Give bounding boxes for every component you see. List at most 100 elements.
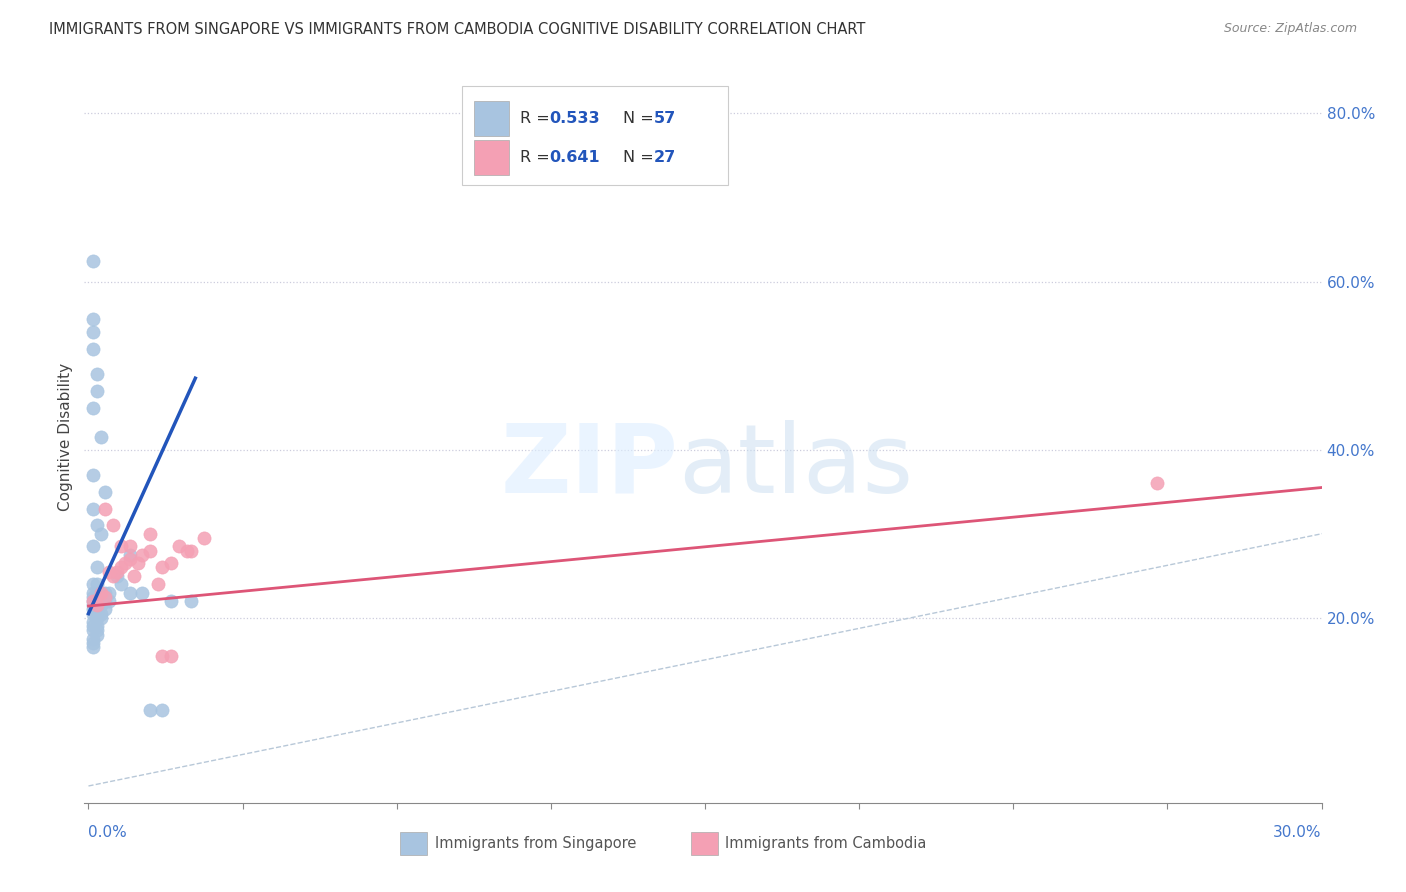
Point xyxy=(94,585,117,599)
Text: ZIP: ZIP xyxy=(501,420,678,513)
Text: 0.0%: 0.0% xyxy=(89,825,127,839)
Point xyxy=(114,556,136,570)
Y-axis label: Cognitive Disability: Cognitive Disability xyxy=(58,363,73,511)
Point xyxy=(90,585,112,599)
Point xyxy=(82,401,104,415)
Text: Immigrants from Cambodia: Immigrants from Cambodia xyxy=(725,836,927,851)
Point xyxy=(139,703,162,717)
Point xyxy=(94,501,117,516)
Point xyxy=(82,624,104,638)
Point xyxy=(82,577,104,591)
Point xyxy=(86,518,108,533)
Point xyxy=(127,556,149,570)
Point xyxy=(86,594,108,608)
Point xyxy=(152,703,174,717)
Point xyxy=(122,569,145,583)
Text: 30.0%: 30.0% xyxy=(1274,825,1322,839)
Point xyxy=(82,540,104,554)
Point xyxy=(82,632,104,646)
Point xyxy=(110,540,132,554)
Point xyxy=(94,602,117,616)
Point xyxy=(105,565,128,579)
Point xyxy=(86,585,108,599)
Point xyxy=(180,543,202,558)
Text: Source: ZipAtlas.com: Source: ZipAtlas.com xyxy=(1223,22,1357,36)
Point xyxy=(118,552,141,566)
Point xyxy=(167,540,190,554)
Point xyxy=(82,594,104,608)
Point xyxy=(82,325,104,339)
Point xyxy=(90,611,112,625)
Point xyxy=(86,599,108,613)
Point xyxy=(86,624,108,638)
Text: atlas: atlas xyxy=(678,420,914,513)
Point xyxy=(131,585,153,599)
Point xyxy=(90,607,112,621)
Point xyxy=(148,577,170,591)
Point xyxy=(82,619,104,633)
Point xyxy=(98,565,121,579)
Point xyxy=(105,569,128,583)
Text: Immigrants from Singapore: Immigrants from Singapore xyxy=(434,836,636,851)
Point xyxy=(86,619,108,633)
Point xyxy=(193,531,215,545)
Point xyxy=(90,590,112,604)
Point xyxy=(86,602,108,616)
Text: N =: N = xyxy=(623,111,658,126)
Point xyxy=(86,611,108,625)
Point xyxy=(101,518,124,533)
Bar xyxy=(474,140,509,175)
Point xyxy=(180,594,202,608)
Point xyxy=(159,648,181,663)
Point xyxy=(82,594,104,608)
Point xyxy=(152,648,174,663)
Point xyxy=(82,615,104,629)
Bar xyxy=(474,101,509,136)
Point xyxy=(82,599,104,613)
Text: IMMIGRANTS FROM SINGAPORE VS IMMIGRANTS FROM CAMBODIA COGNITIVE DISABILITY CORRE: IMMIGRANTS FROM SINGAPORE VS IMMIGRANTS … xyxy=(49,22,866,37)
Point xyxy=(90,526,112,541)
Point xyxy=(90,585,112,599)
Text: N =: N = xyxy=(623,150,658,165)
Point xyxy=(90,430,112,444)
Point xyxy=(98,594,121,608)
Point xyxy=(82,585,104,599)
Point xyxy=(86,577,108,591)
Text: 57: 57 xyxy=(654,111,676,126)
Point xyxy=(86,607,108,621)
Point xyxy=(118,585,141,599)
Point xyxy=(152,560,174,574)
Point xyxy=(118,540,141,554)
Point xyxy=(82,501,104,516)
Point xyxy=(86,367,108,381)
FancyBboxPatch shape xyxy=(461,86,728,185)
Text: 0.533: 0.533 xyxy=(550,111,600,126)
Point xyxy=(159,594,181,608)
Bar xyxy=(399,832,427,855)
Point xyxy=(94,484,117,499)
Point xyxy=(1146,476,1168,491)
Point xyxy=(82,636,104,650)
Point xyxy=(86,384,108,398)
Point xyxy=(86,627,108,641)
Point xyxy=(131,548,153,562)
Text: R =: R = xyxy=(520,150,555,165)
Point xyxy=(110,560,132,574)
Point xyxy=(101,569,124,583)
Point xyxy=(82,467,104,482)
Point xyxy=(94,590,117,604)
Point xyxy=(82,342,104,356)
Point xyxy=(110,577,132,591)
Bar xyxy=(690,832,718,855)
Point xyxy=(90,599,112,613)
Point xyxy=(139,526,162,541)
Text: 27: 27 xyxy=(654,150,676,165)
Point xyxy=(82,640,104,655)
Text: R =: R = xyxy=(520,111,555,126)
Point xyxy=(94,594,117,608)
Point xyxy=(86,590,108,604)
Point xyxy=(176,543,198,558)
Point xyxy=(82,312,104,326)
Point xyxy=(98,585,121,599)
Point xyxy=(82,602,104,616)
